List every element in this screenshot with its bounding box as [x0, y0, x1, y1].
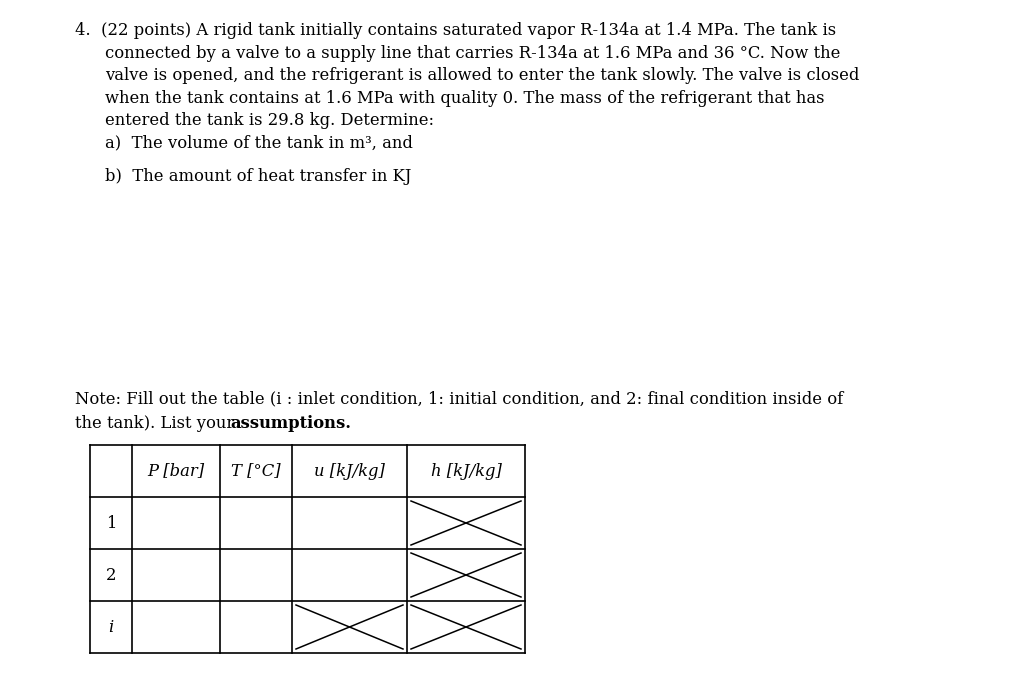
Text: 4.  (22 points) A rigid tank initially contains saturated vapor R-134a at 1.4 MP: 4. (22 points) A rigid tank initially co…: [75, 22, 837, 39]
Text: b)  The amount of heat transfer in KJ: b) The amount of heat transfer in KJ: [105, 168, 412, 185]
Text: Note: Fill out the table (i : inlet condition, 1: initial condition, and 2: fina: Note: Fill out the table (i : inlet cond…: [75, 390, 843, 407]
Text: T [°C]: T [°C]: [231, 462, 281, 480]
Text: a)  The volume of the tank in m³, and: a) The volume of the tank in m³, and: [105, 135, 413, 151]
Text: u [kJ/kg]: u [kJ/kg]: [314, 462, 385, 480]
Text: valve is opened, and the refrigerant is allowed to enter the tank slowly. The va: valve is opened, and the refrigerant is …: [105, 67, 859, 84]
Text: connected by a valve to a supply line that carries R-134a at 1.6 MPa and 36 °C. : connected by a valve to a supply line th…: [105, 44, 841, 61]
Text: 1: 1: [105, 515, 116, 531]
Text: P [bar]: P [bar]: [147, 462, 205, 480]
Text: h [kJ/kg]: h [kJ/kg]: [430, 462, 502, 480]
Text: assumptions.: assumptions.: [230, 415, 351, 431]
Text: entered the tank is 29.8 kg. Determine:: entered the tank is 29.8 kg. Determine:: [105, 112, 434, 129]
Text: when the tank contains at 1.6 MPa with quality 0. The mass of the refrigerant th: when the tank contains at 1.6 MPa with q…: [105, 90, 824, 106]
Text: the tank). List your: the tank). List your: [75, 415, 240, 431]
Text: 2: 2: [105, 567, 117, 583]
Text: i: i: [109, 618, 114, 636]
